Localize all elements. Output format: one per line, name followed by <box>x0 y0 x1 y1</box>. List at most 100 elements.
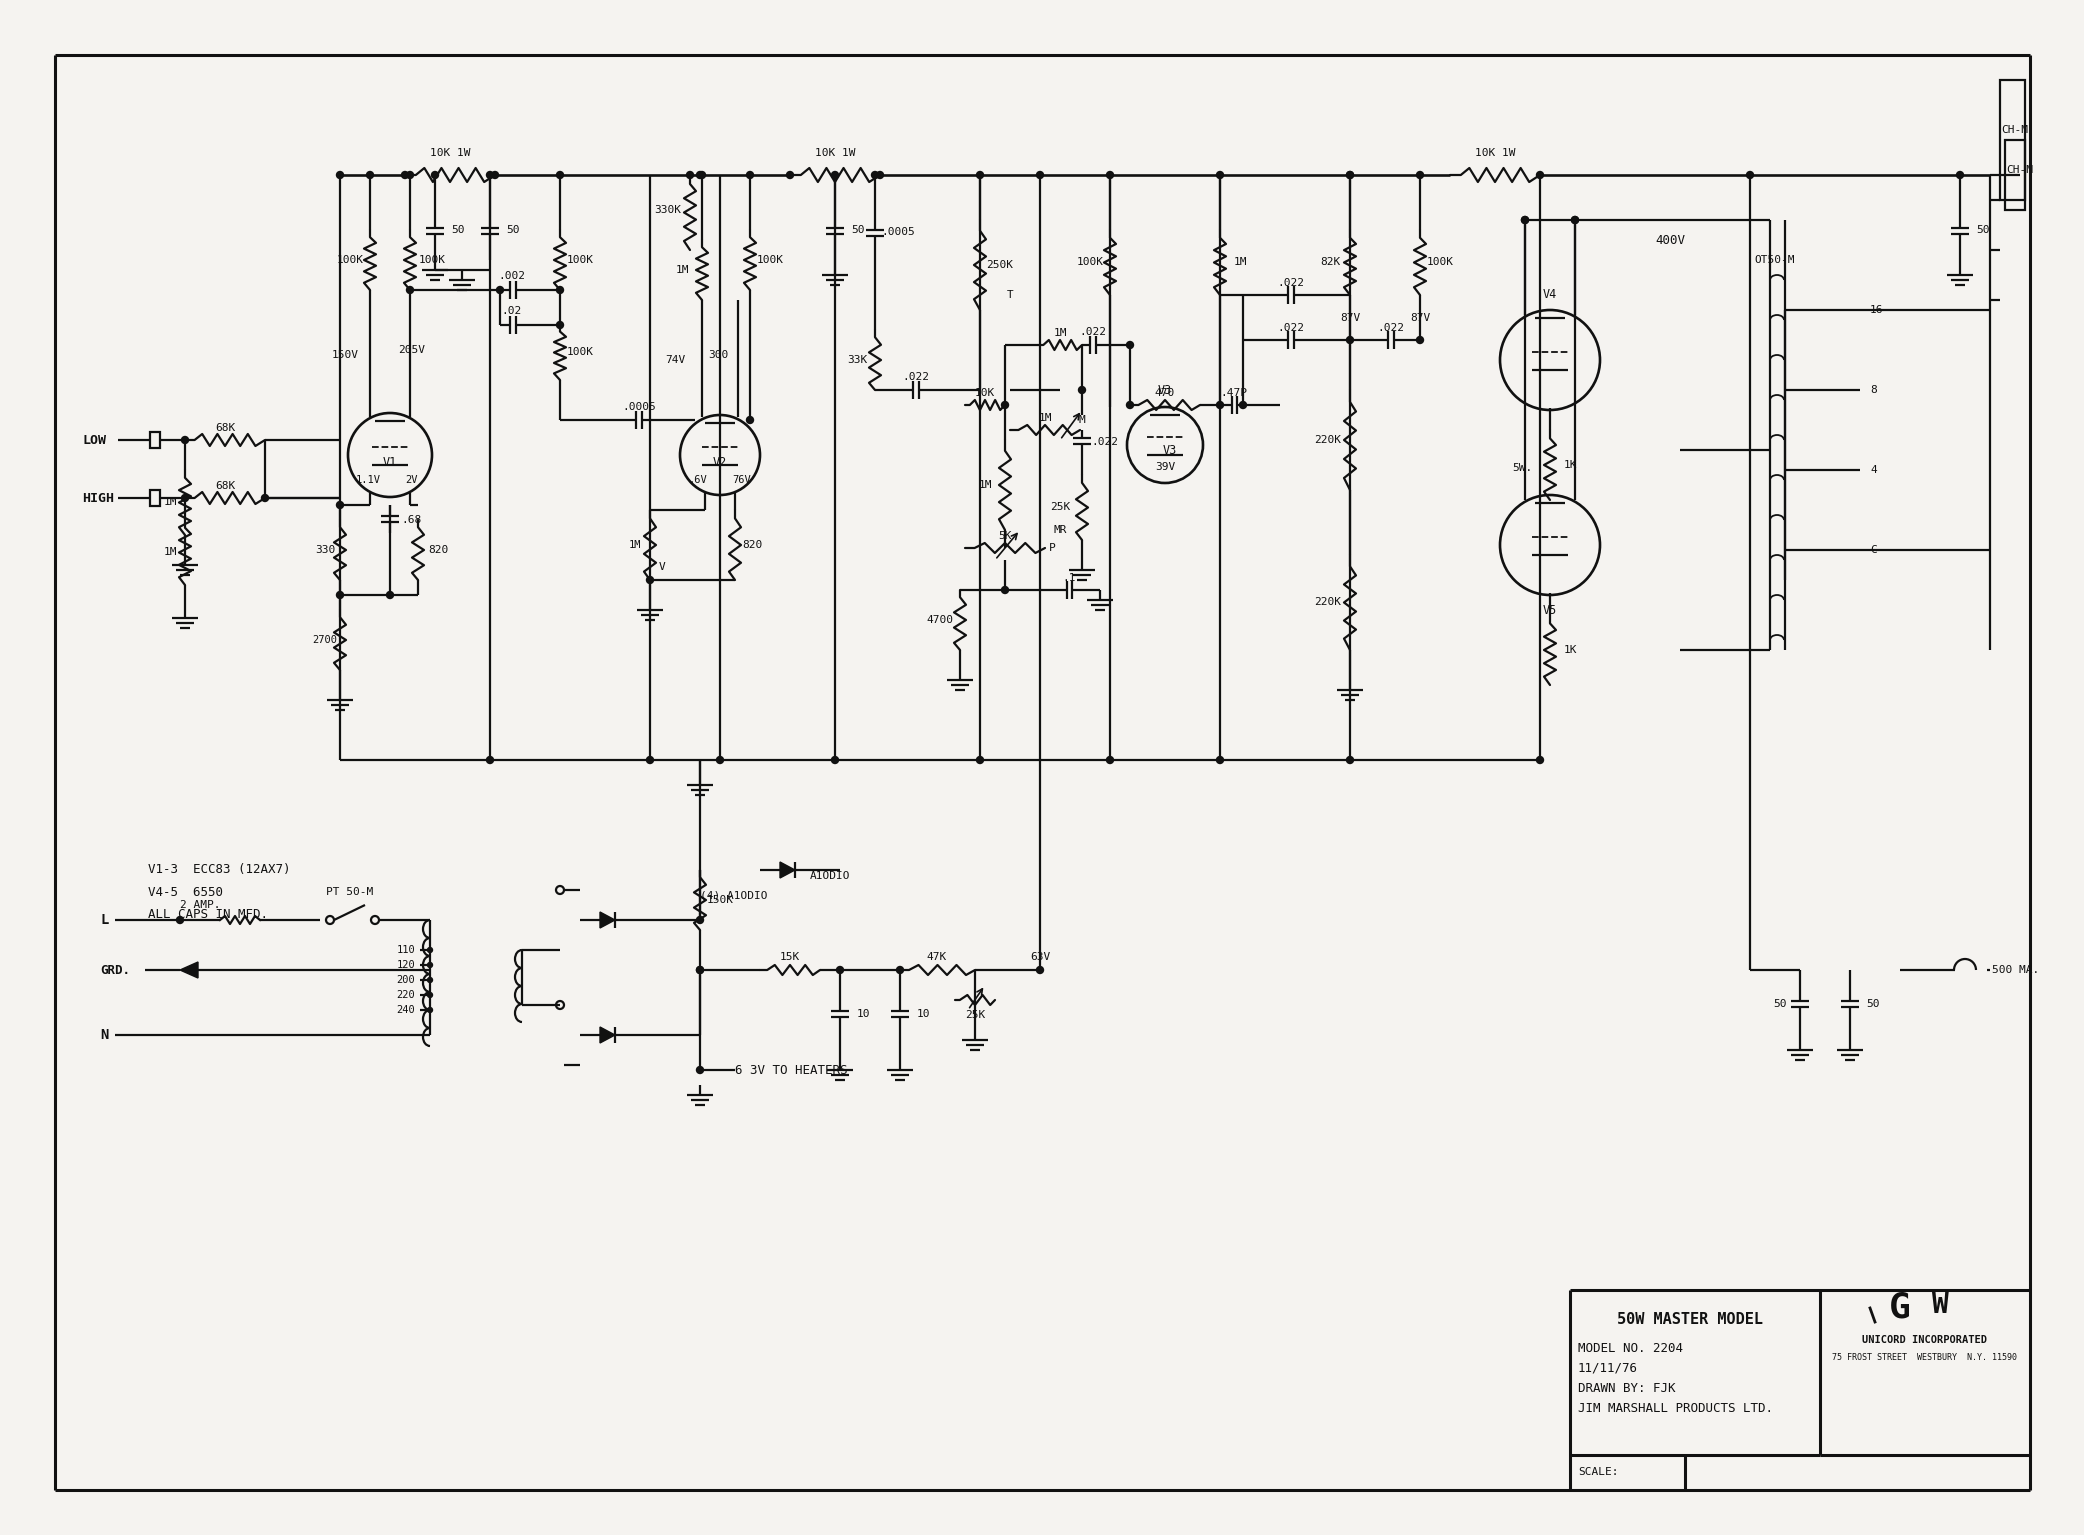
Text: A1ODIO: A1ODIO <box>811 870 850 881</box>
Text: .6V: .6V <box>688 474 706 485</box>
Circle shape <box>427 947 433 953</box>
Circle shape <box>746 172 754 178</box>
Text: DRAWN BY: FJK: DRAWN BY: FJK <box>1578 1382 1676 1394</box>
Text: .002: .002 <box>498 272 525 281</box>
Text: 75 FROST STREET  WESTBURY  N.Y. 11590: 75 FROST STREET WESTBURY N.Y. 11590 <box>1832 1354 2017 1363</box>
Circle shape <box>496 287 504 293</box>
Text: 100K: 100K <box>1428 256 1453 267</box>
Circle shape <box>696 172 704 178</box>
Circle shape <box>1240 402 1246 408</box>
Text: 330: 330 <box>315 545 336 556</box>
Text: 200: 200 <box>396 975 415 985</box>
Text: 50: 50 <box>1773 999 1786 1008</box>
Text: 110: 110 <box>396 946 415 955</box>
Text: MODEL NO. 2204: MODEL NO. 2204 <box>1578 1342 1684 1354</box>
Circle shape <box>646 757 654 763</box>
Circle shape <box>556 287 563 293</box>
Text: C: C <box>1869 545 1878 556</box>
Text: 6 3V TO HEATERS: 6 3V TO HEATERS <box>736 1064 848 1076</box>
Text: 50: 50 <box>850 226 865 235</box>
Text: .1: .1 <box>1063 573 1075 583</box>
Text: 150V: 150V <box>331 350 358 361</box>
Text: 400V: 400V <box>1655 233 1686 247</box>
Text: HIGH: HIGH <box>81 491 115 505</box>
Circle shape <box>1346 757 1353 763</box>
Circle shape <box>786 172 794 178</box>
Text: .022: .022 <box>1277 322 1305 333</box>
Circle shape <box>1417 172 1423 178</box>
Text: V1: V1 <box>383 456 398 470</box>
Text: 820: 820 <box>742 540 763 550</box>
Text: 100K: 100K <box>567 347 594 358</box>
Text: 100K: 100K <box>756 255 784 266</box>
Text: MR: MR <box>1052 525 1067 536</box>
Circle shape <box>871 172 879 178</box>
Text: 10K 1W: 10K 1W <box>1475 147 1515 158</box>
Text: 87V: 87V <box>1340 313 1361 322</box>
Text: 10K 1W: 10K 1W <box>815 147 854 158</box>
Circle shape <box>427 1007 433 1013</box>
Text: 82K: 82K <box>1319 256 1340 267</box>
Circle shape <box>836 967 844 973</box>
Circle shape <box>336 591 344 599</box>
Circle shape <box>977 757 984 763</box>
Text: .022: .022 <box>1080 327 1107 338</box>
Text: 5W.: 5W. <box>1511 464 1532 473</box>
Circle shape <box>1346 172 1353 178</box>
Circle shape <box>746 416 754 424</box>
Text: .022: .022 <box>1092 437 1119 447</box>
Text: UNICORD INCORPORATED: UNICORD INCORPORATED <box>1863 1335 1988 1345</box>
Circle shape <box>1217 757 1223 763</box>
Text: 820: 820 <box>427 545 448 556</box>
Text: 4700: 4700 <box>927 616 954 625</box>
Text: 220K: 220K <box>1315 434 1342 445</box>
Text: 74V: 74V <box>665 355 686 365</box>
Text: OT50-M: OT50-M <box>1755 255 1794 266</box>
Circle shape <box>427 993 433 998</box>
Circle shape <box>260 494 269 502</box>
Text: JIM MARSHALL PRODUCTS LTD.: JIM MARSHALL PRODUCTS LTD. <box>1578 1401 1773 1414</box>
Circle shape <box>1107 757 1113 763</box>
Circle shape <box>1036 172 1044 178</box>
Circle shape <box>1217 402 1223 408</box>
Circle shape <box>1002 402 1009 408</box>
Circle shape <box>336 502 344 508</box>
Circle shape <box>696 967 704 973</box>
Circle shape <box>1217 172 1223 178</box>
Text: 10K: 10K <box>975 388 996 398</box>
Text: P: P <box>1048 543 1055 553</box>
Text: .02: .02 <box>502 305 523 316</box>
Circle shape <box>492 172 498 178</box>
Bar <box>2001 80 2026 200</box>
Text: 25K: 25K <box>965 1010 986 1019</box>
Text: LOW: LOW <box>81 433 106 447</box>
Text: 1M: 1M <box>629 540 642 550</box>
Text: SCALE:: SCALE: <box>1578 1467 1619 1477</box>
Text: 50: 50 <box>506 226 519 235</box>
Text: T: T <box>1007 290 1013 299</box>
Circle shape <box>486 172 494 178</box>
Circle shape <box>406 287 413 293</box>
Circle shape <box>1127 341 1134 348</box>
Text: PT 50-M: PT 50-M <box>327 887 373 896</box>
Circle shape <box>367 172 373 178</box>
Text: 1M: 1M <box>977 480 992 490</box>
Circle shape <box>698 172 706 178</box>
Text: 87V: 87V <box>1411 313 1430 322</box>
Text: 2700: 2700 <box>313 635 338 645</box>
Text: GRD.: GRD. <box>100 964 129 976</box>
Circle shape <box>1002 586 1009 594</box>
Text: 100K: 100K <box>419 255 446 266</box>
Circle shape <box>1127 402 1134 408</box>
Text: (4) A1ODIO: (4) A1ODIO <box>700 890 767 900</box>
Text: V1-3  ECC83 (12AX7): V1-3 ECC83 (12AX7) <box>148 864 290 876</box>
Text: N: N <box>100 1028 108 1042</box>
Text: L: L <box>100 913 108 927</box>
Circle shape <box>717 757 723 763</box>
Text: W: W <box>1932 1291 1949 1319</box>
Text: 100K: 100K <box>1077 256 1105 267</box>
Text: 150K: 150K <box>706 895 734 906</box>
Circle shape <box>646 577 654 583</box>
Text: V2: V2 <box>713 456 727 470</box>
Text: V4-5  6550: V4-5 6550 <box>148 886 223 898</box>
